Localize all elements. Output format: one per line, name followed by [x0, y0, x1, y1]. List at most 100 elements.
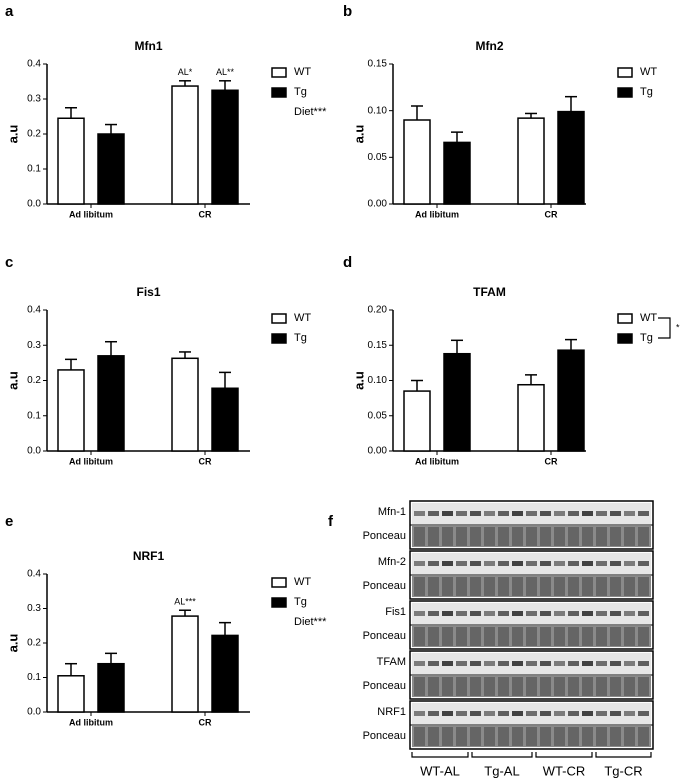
lane [512, 727, 523, 746]
lane [624, 627, 635, 646]
y-tick-label: 0.4 [27, 569, 41, 580]
lane [442, 577, 453, 596]
group-bracket [471, 752, 533, 758]
lane [582, 527, 593, 546]
bar [171, 357, 199, 452]
band [442, 661, 453, 666]
legend-swatch [271, 597, 287, 608]
lane [526, 727, 537, 746]
legend-label: WT [640, 66, 657, 78]
band [512, 661, 523, 666]
lane [638, 627, 649, 646]
y-tick-label: 0.00 [368, 199, 388, 210]
band [442, 611, 453, 616]
band [470, 611, 481, 616]
x-tick-label: CR [199, 717, 212, 727]
band [596, 611, 607, 616]
legend-swatch [271, 67, 287, 78]
lane [610, 677, 621, 696]
legend-label: Tg [294, 86, 307, 98]
band [456, 561, 467, 566]
legend-label: Tg [640, 332, 653, 344]
legend-label: Tg [294, 596, 307, 608]
bar [517, 117, 545, 205]
band [512, 611, 523, 616]
x-tick-label: Ad libitum [69, 209, 113, 219]
y-tick-label: 0.0 [27, 199, 41, 210]
y-tick-label: 0.00 [368, 446, 388, 457]
lane [582, 677, 593, 696]
legend-swatch [271, 87, 287, 98]
lane [540, 577, 551, 596]
significance-label: AL*** [174, 597, 196, 607]
lane [484, 527, 495, 546]
band [526, 561, 537, 566]
band [470, 711, 481, 716]
band [554, 511, 565, 516]
x-tick-label: Ad libitum [69, 717, 113, 727]
bar [443, 141, 471, 205]
x-tick-label: CR [545, 456, 558, 466]
panel-label: d [343, 254, 352, 271]
y-tick-label: 0.1 [27, 672, 41, 683]
y-tick-label: 0.20 [368, 305, 388, 316]
band [428, 611, 439, 616]
band [596, 561, 607, 566]
y-tick-label: 0.15 [368, 340, 388, 351]
band [540, 611, 551, 616]
blot-protein-label: TFAM [377, 656, 406, 668]
legend-label: WT [294, 576, 311, 588]
band [526, 711, 537, 716]
lane [414, 627, 425, 646]
band [540, 661, 551, 666]
band [470, 661, 481, 666]
lane [526, 677, 537, 696]
band [484, 611, 495, 616]
lane [610, 527, 621, 546]
lane [484, 727, 495, 746]
band [470, 561, 481, 566]
legend-swatch [617, 67, 633, 78]
blot-loading-label: Ponceau [363, 630, 406, 642]
band [568, 711, 579, 716]
y-tick-label: 0.05 [368, 410, 388, 421]
lane [484, 677, 495, 696]
lane [484, 577, 495, 596]
group-label: WT-AL [420, 763, 460, 778]
band [582, 661, 593, 666]
band [568, 661, 579, 666]
y-tick-label: 0.0 [27, 707, 41, 718]
lane [498, 527, 509, 546]
lane [596, 577, 607, 596]
band [638, 661, 649, 666]
band [638, 611, 649, 616]
lane [610, 727, 621, 746]
lane [526, 627, 537, 646]
y-tick-label: 0.1 [27, 164, 41, 175]
blot-protein-label: Fis1 [385, 606, 406, 618]
band [498, 561, 509, 566]
lane [498, 577, 509, 596]
lane [526, 527, 537, 546]
band [582, 511, 593, 516]
lane [428, 727, 439, 746]
band [610, 511, 621, 516]
band [484, 711, 495, 716]
band [414, 611, 425, 616]
blot-protein-label: Mfn-1 [378, 506, 406, 518]
bar [57, 675, 85, 713]
bar [443, 352, 471, 452]
band [456, 711, 467, 716]
band [442, 561, 453, 566]
y-tick-label: 0.10 [368, 105, 388, 116]
lane [568, 627, 579, 646]
band [456, 611, 467, 616]
legend-bracket [658, 317, 671, 339]
lane [540, 677, 551, 696]
y-tick-label: 0.10 [368, 375, 388, 386]
band [414, 661, 425, 666]
band [638, 711, 649, 716]
band [582, 711, 593, 716]
band [554, 661, 565, 666]
